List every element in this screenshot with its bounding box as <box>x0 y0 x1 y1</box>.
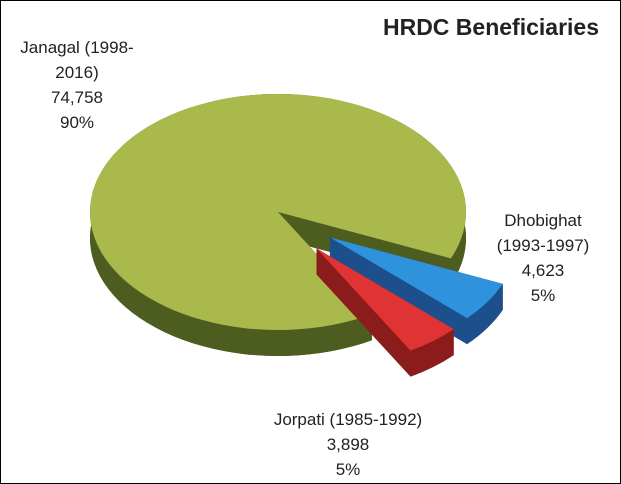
value-label: 74,758 <box>51 88 103 107</box>
category-label: Janagal (1998-2016) <box>20 38 134 82</box>
percent-label: 90% <box>59 113 95 132</box>
slice-label: Jorpati (1985-1992) 3,898 5% <box>258 407 438 482</box>
category-label: Jorpati (1985-1992) <box>273 410 423 429</box>
value-label: 4,623 <box>521 261 565 280</box>
percent-label: 5% <box>335 460 361 479</box>
slice-label: Dhobighat (1993-1997) 4,623 5% <box>478 208 608 308</box>
category-label: Dhobighat (1993-1997) <box>496 211 590 255</box>
chart-title: HRDC Beneficiaries <box>382 14 599 40</box>
slice <box>316 248 454 351</box>
percent-label: 5% <box>530 286 556 305</box>
slice <box>89 94 467 330</box>
slice <box>329 237 503 319</box>
value-label: 3,898 <box>326 435 370 454</box>
slice-side <box>316 248 411 377</box>
slice-label: Janagal (1998-2016) 74,758 90% <box>12 35 142 135</box>
